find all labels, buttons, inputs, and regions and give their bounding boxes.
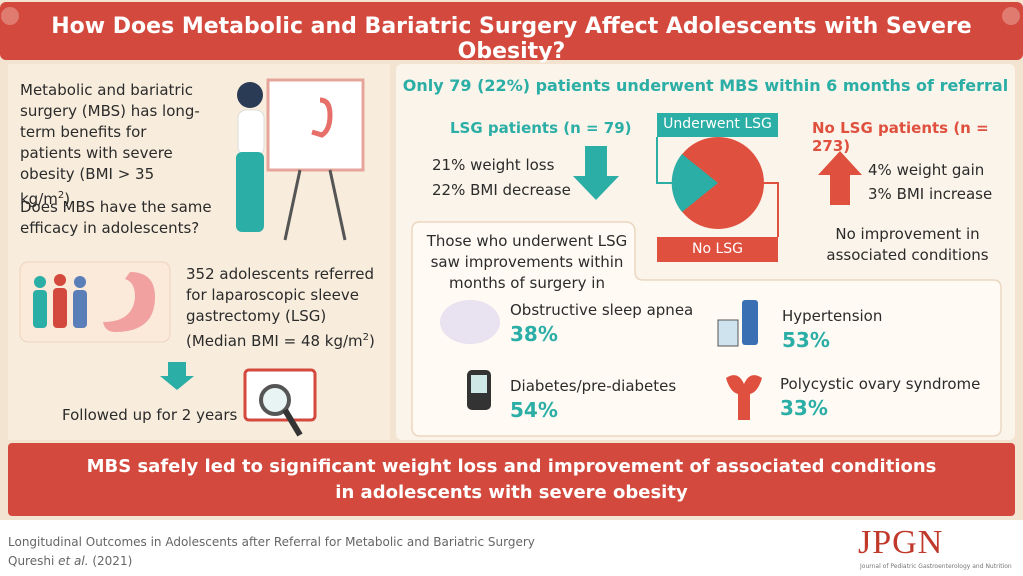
no-lsg-label-box (657, 237, 778, 262)
glucometer-screen (471, 375, 487, 393)
person-icon (54, 274, 66, 286)
expand-icon (1002, 7, 1020, 25)
share-icon (1, 7, 19, 25)
improvements-box (411, 221, 1002, 437)
intro-text: Metabolic and bariatric surgery (MBS) ha… (20, 80, 205, 210)
intro: Metabolic and bariatric surgery (MBS) ha… (20, 81, 200, 208)
pie-label: No LSG (691, 241, 744, 257)
condition-name: Polycystic ovary syndrome (780, 375, 981, 393)
conclusion-banner (8, 443, 1015, 516)
cohort: 352 adolescents referred for laparoscopi… (186, 265, 375, 350)
person-icon (34, 276, 46, 288)
no-lsg-result: 4% weight gain (868, 161, 985, 179)
easel-leg (328, 169, 347, 241)
person-shirt (237, 109, 265, 156)
stomach-icon (103, 272, 155, 332)
condition-value: 38% (510, 322, 558, 346)
followup: Followed up for 2 years (62, 406, 238, 424)
cohort-text: 352 adolescents referred for laparoscopi… (186, 264, 381, 352)
person-head (237, 82, 263, 108)
study-title: Longitudinal Outcomes in Adolescents aft… (8, 535, 535, 549)
title-bar (0, 2, 1023, 60)
condition-value: 54% (510, 398, 558, 422)
uterus-icon (726, 375, 762, 420)
intro-end: ) (64, 190, 71, 208)
down-arrow (573, 146, 619, 200)
pie-label: Underwent LSG (663, 116, 772, 132)
magnifier-icon (259, 384, 291, 416)
easel-board (266, 78, 365, 172)
year: (2021) (92, 554, 133, 568)
citation: Qureshi et al. (2021) (8, 554, 132, 568)
condition-value: 53% (782, 328, 830, 352)
lsg-result: 22% BMI decrease (432, 181, 571, 199)
person-pants (236, 152, 264, 232)
journal-name: Journal of Pediatric Gastroenterology an… (860, 563, 1012, 570)
underwent-label-box (657, 113, 778, 137)
stomach-drawing (311, 97, 333, 138)
no-lsg-note: No improvement in associated conditions (826, 225, 989, 264)
superscript: 2 (362, 332, 370, 343)
magnifier-handle (282, 408, 303, 437)
condition-name: Obstructive sleep apnea (510, 301, 694, 319)
no-lsg-title: No LSG patients (n = 273) (812, 119, 989, 155)
connector (764, 182, 779, 237)
condition-name: Hypertension (782, 307, 883, 325)
superscript: 2 (57, 190, 65, 201)
et-al: et al. (58, 554, 89, 568)
connector (656, 137, 672, 184)
lsg-result: 21% weight loss (432, 156, 555, 174)
author: Qureshi (8, 554, 55, 568)
condition-value: 33% (780, 396, 828, 420)
lsg-title: LSG patients (n = 79) (450, 119, 632, 137)
condition-name: Diabetes/pre-diabetes (510, 377, 677, 395)
person-icon (73, 290, 87, 328)
headline: Only 79 (22%) patients underwent MBS wit… (402, 76, 1009, 95)
bp-monitor-icon (717, 319, 739, 347)
sleep-apnea-icon (440, 300, 500, 344)
pie-underwent (671, 154, 718, 212)
down-arrow (160, 362, 194, 390)
title: How Does Metabolic and Bariatric Surgery… (51, 14, 972, 64)
person-icon (53, 288, 67, 328)
person-icon (33, 290, 47, 328)
improvements-intro: Those who underwent LSG saw improvements… (426, 232, 628, 292)
cohort-end: ) (369, 332, 375, 350)
person-icon (74, 276, 86, 288)
bp-cuff-icon (742, 300, 758, 345)
conclusion-line: in adolescents with severe obesity (335, 482, 688, 503)
conclusion-line: MBS safely led to significant weight los… (86, 456, 937, 477)
conclusion: MBS safely led to significant weight los… (8, 454, 1015, 506)
up-arrow (818, 151, 862, 205)
no-lsg-result: 3% BMI increase (868, 185, 993, 203)
easel-leg (283, 169, 302, 241)
journal-logo: JPGN (858, 524, 944, 561)
question: Does MBS have the same efficacy in adole… (20, 198, 212, 237)
